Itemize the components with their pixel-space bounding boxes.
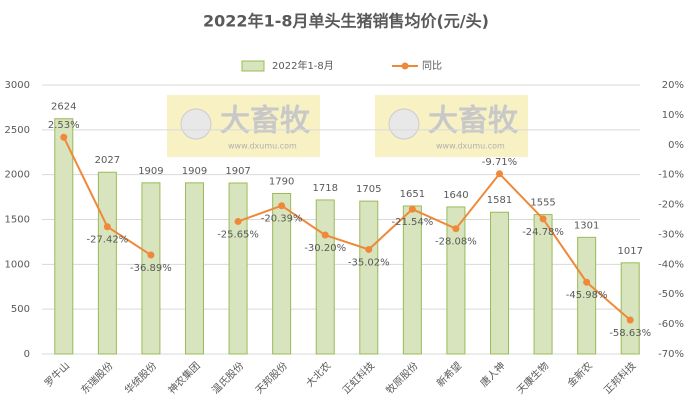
chart-title: 2022年1-8月单头生猪销售均价(元/头) — [203, 12, 489, 31]
y-tick-label: 500 — [11, 304, 30, 315]
line-value-label: -35.02% — [348, 257, 390, 268]
line-point — [408, 205, 416, 213]
y2-tick-label: -40% — [658, 259, 684, 270]
legend-swatch — [401, 62, 409, 70]
y-tick-label: 2500 — [5, 125, 30, 136]
line-value-label: -36.89% — [130, 263, 172, 274]
bar-value-label: 1017 — [617, 246, 642, 257]
bar-value-label: 1640 — [443, 190, 468, 201]
bar-value-label: 1907 — [225, 166, 250, 177]
bar — [446, 206, 466, 355]
line-value-label: -21.54% — [391, 217, 433, 228]
line-point — [103, 223, 111, 231]
bar — [315, 199, 335, 355]
line-point — [539, 215, 547, 223]
line-value-label: -20.39% — [261, 214, 303, 225]
legend-label: 2022年1-8月 — [272, 59, 334, 72]
bar — [272, 192, 292, 355]
bar — [141, 182, 161, 355]
bar-value-label: 1651 — [400, 189, 425, 200]
bar-value-label: 1909 — [138, 166, 163, 177]
bar — [490, 211, 509, 355]
legend-label: 同比 — [422, 60, 442, 72]
line-point — [278, 202, 286, 210]
line-value-label: 2.53% — [48, 120, 80, 131]
bar-value-label: 1555 — [530, 198, 555, 209]
bar-value-label: 1301 — [574, 220, 599, 231]
y-tick-label: 3000 — [5, 80, 30, 91]
watermark-icon — [180, 108, 212, 140]
y2-tick-label: -50% — [658, 289, 684, 300]
y2-tick-label: -30% — [658, 229, 684, 240]
bar-value-label: 1790 — [269, 176, 294, 187]
y-tick-label: 0 — [24, 349, 30, 360]
bar — [54, 118, 74, 355]
line-value-label: -24.78% — [522, 227, 564, 238]
bar — [620, 262, 640, 355]
bar — [228, 182, 248, 355]
line-point — [496, 170, 503, 178]
line-value-label: -58.63% — [609, 328, 651, 339]
line-point — [147, 251, 155, 259]
y-tick-label: 1000 — [5, 259, 30, 270]
bar-value-label: 1705 — [356, 184, 381, 195]
y2-tick-label: -70% — [658, 349, 684, 360]
y2-tick-label: 0% — [668, 140, 684, 151]
y2-tick-label: 20% — [662, 80, 684, 91]
legend-swatch — [241, 60, 265, 72]
y2-tick-label: -20% — [658, 200, 684, 211]
watermark-url: www.dxumu.com — [436, 142, 505, 151]
line-point — [583, 278, 591, 286]
line-point — [234, 217, 242, 225]
line-value-label: -45.98% — [566, 290, 608, 301]
y-tick-label: 1500 — [5, 215, 30, 226]
line-point — [365, 245, 373, 253]
watermark-icon — [388, 108, 420, 140]
y2-tick-label: -60% — [658, 319, 684, 330]
bar — [577, 236, 597, 355]
line-value-label: -25.65% — [217, 229, 259, 240]
watermark-url: www.dxumu.com — [228, 142, 297, 151]
y2-tick-label: 10% — [662, 110, 684, 121]
bar-value-label: 1909 — [182, 166, 207, 177]
line-value-label: -28.08% — [435, 237, 477, 248]
line-value-label: -9.71% — [482, 157, 517, 168]
watermark: 大畜牧 www.dxumu.com 大畜牧 www.dxumu.com — [167, 95, 528, 157]
line-value-label: -27.42% — [86, 235, 128, 246]
watermark-text: 大畜牧 — [220, 104, 311, 139]
bar — [359, 200, 379, 355]
watermark-text: 大畜牧 — [428, 104, 519, 139]
bar-value-label: 2624 — [51, 102, 76, 113]
bar — [533, 214, 553, 355]
line-point — [626, 316, 634, 324]
bar — [97, 171, 117, 355]
bar-value-label: 2027 — [95, 155, 120, 166]
bar — [185, 182, 204, 355]
bar-value-label: 1718 — [312, 183, 337, 194]
y-tick-label: 2000 — [5, 170, 30, 181]
bar-value-label: 1581 — [487, 195, 512, 206]
line-point — [452, 225, 460, 233]
line-value-label: -30.20% — [304, 243, 346, 254]
line-point — [60, 133, 68, 141]
y2-tick-label: -10% — [658, 170, 684, 181]
line-point — [321, 231, 329, 239]
